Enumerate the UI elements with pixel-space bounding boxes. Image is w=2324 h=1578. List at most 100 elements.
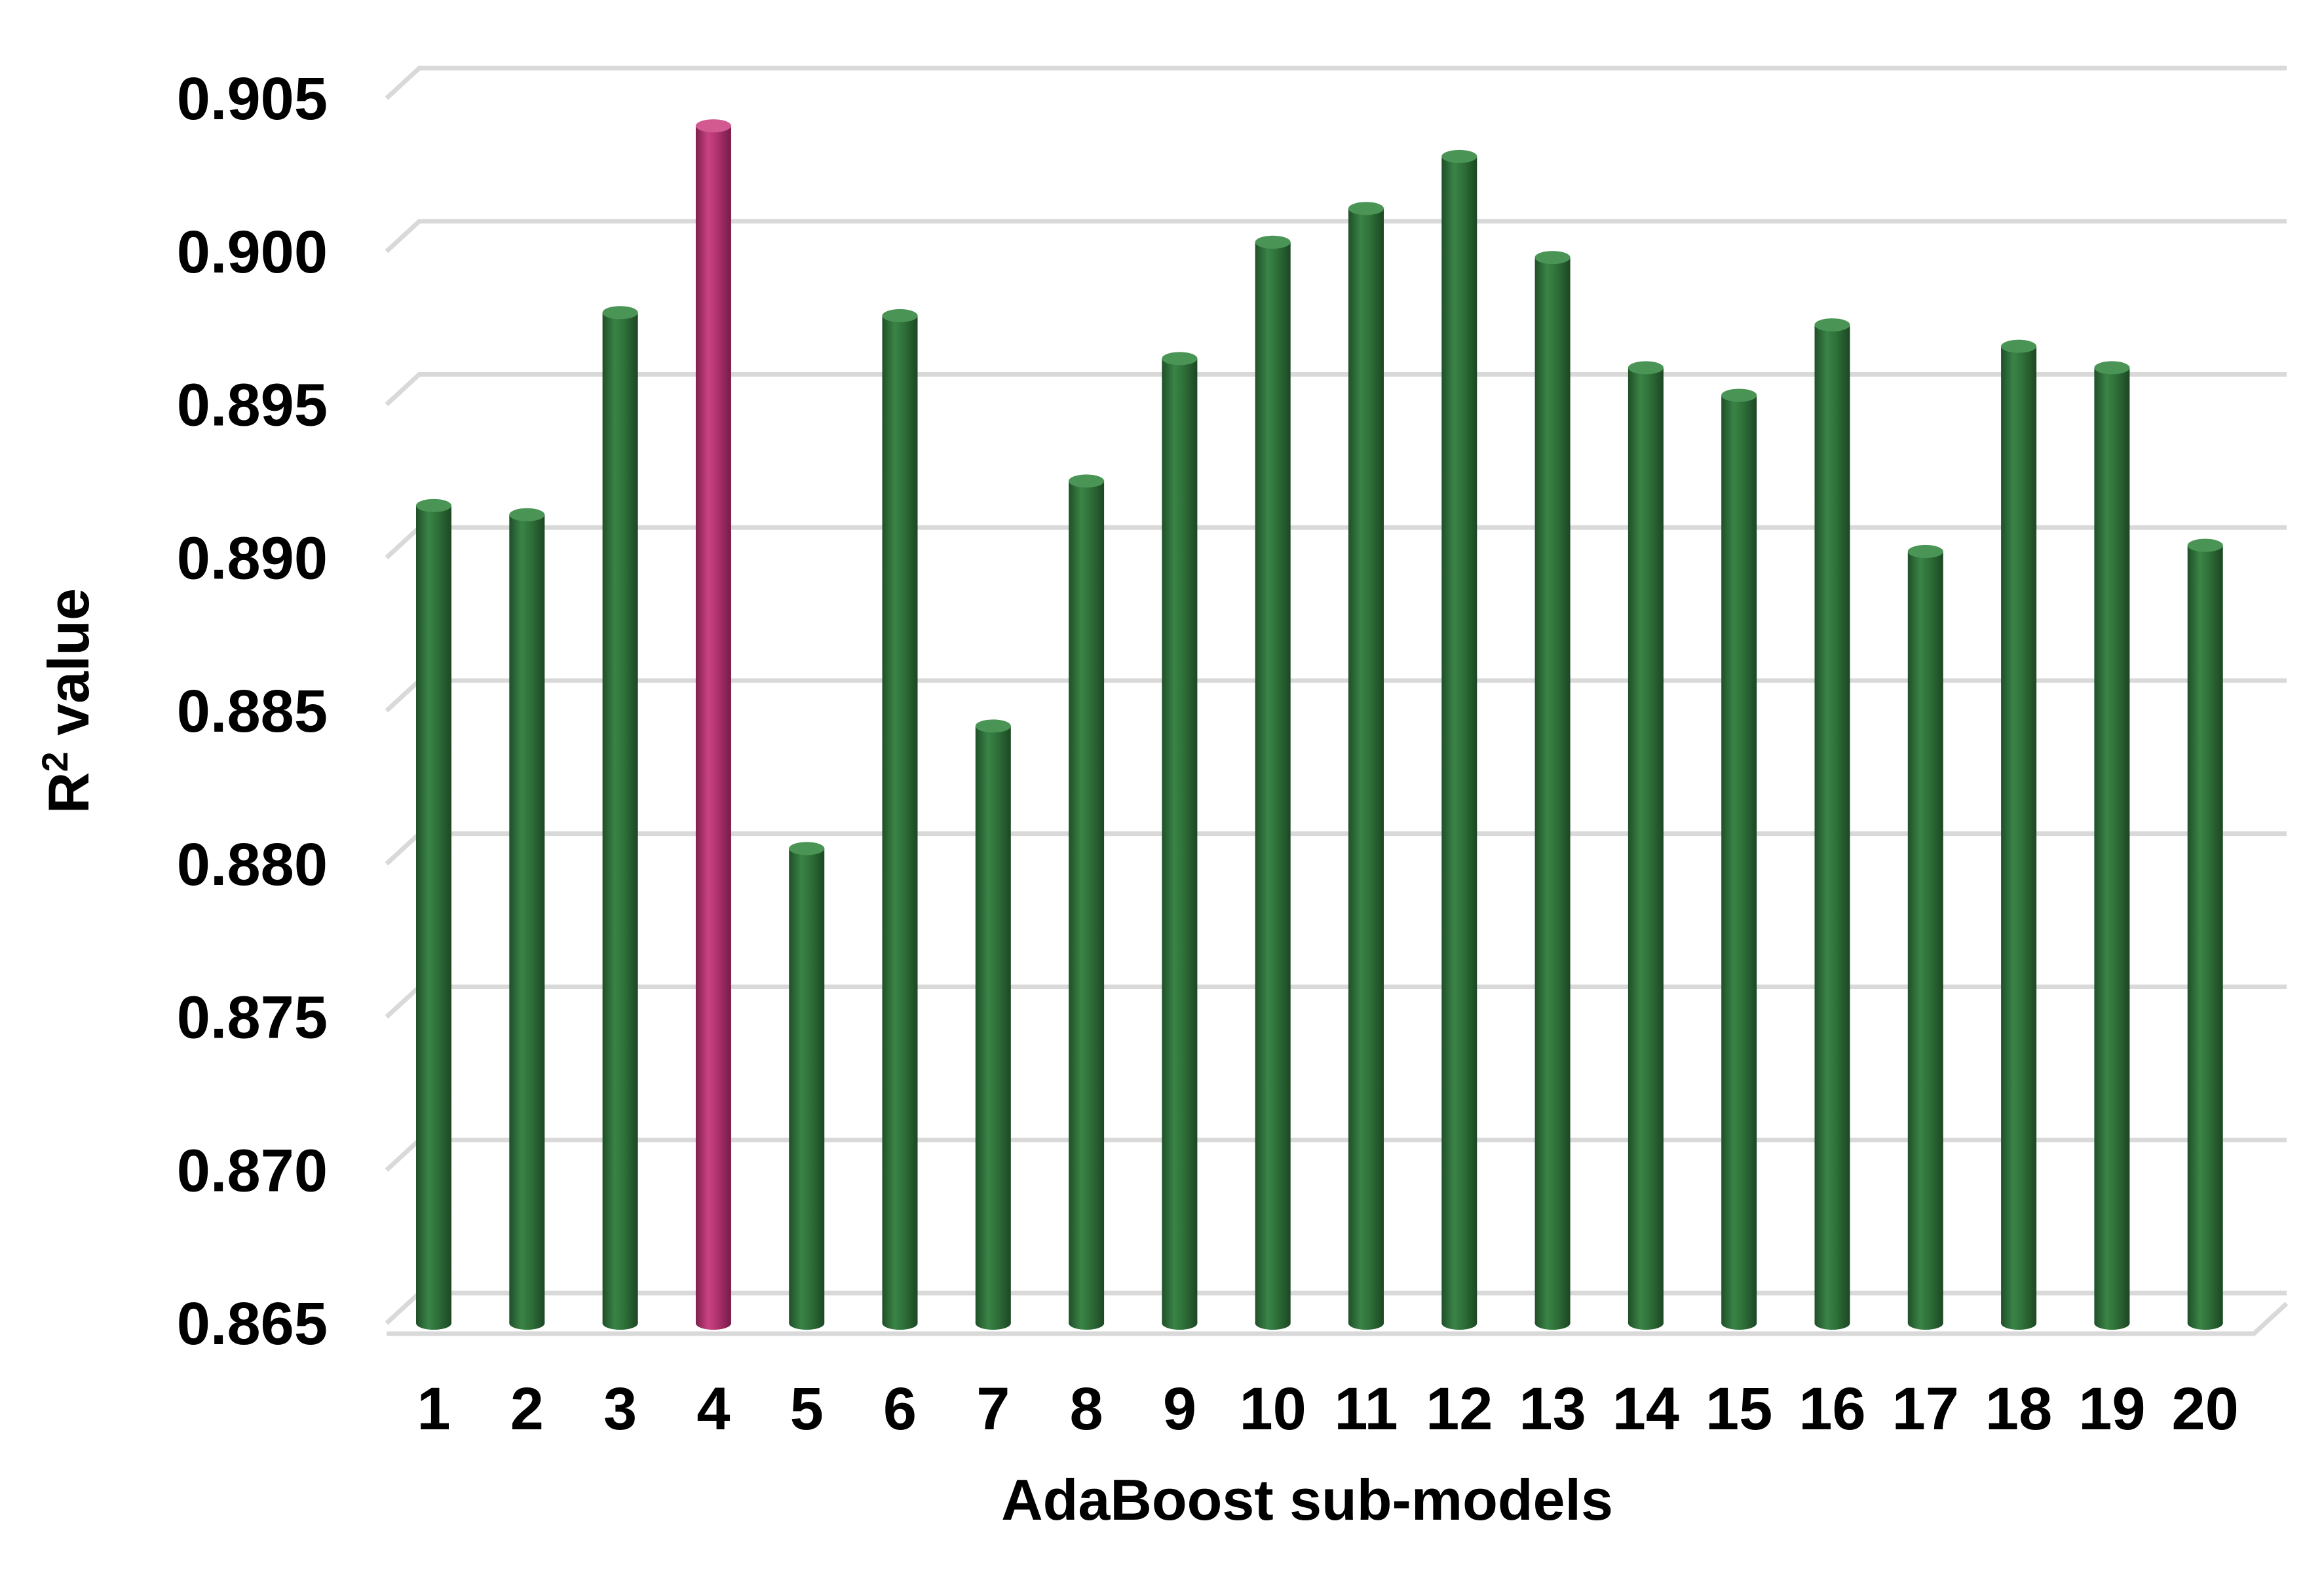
x-tick-label: 4 — [696, 1376, 730, 1442]
bar-13 — [1534, 251, 1571, 1330]
bar-body — [1255, 242, 1291, 1324]
bar-14 — [1628, 361, 1664, 1330]
bar-cap — [695, 119, 731, 133]
bar-cap — [1814, 318, 1850, 331]
y-tick-label: 0.875 — [177, 985, 328, 1051]
bar-cap — [2094, 361, 2130, 375]
y-tick-label: 0.890 — [177, 525, 328, 592]
bar-cap — [975, 719, 1011, 733]
bar-body — [2001, 346, 2037, 1323]
bar-17 — [1907, 544, 1943, 1330]
bar-body — [1628, 367, 1664, 1323]
bar-cap — [416, 498, 451, 512]
bar-15 — [1721, 388, 1757, 1330]
bar-cap — [1255, 235, 1291, 249]
bar-4 — [695, 119, 731, 1330]
bar-body — [1721, 395, 1757, 1323]
bar-cap — [882, 309, 918, 322]
bar-body — [1534, 257, 1571, 1324]
floor-line — [387, 1302, 2289, 1336]
x-tick-label: 19 — [2078, 1376, 2145, 1442]
bar-body — [1814, 324, 1850, 1324]
bar-19 — [2094, 361, 2130, 1330]
gridline — [385, 66, 2287, 100]
bar-cap — [1348, 202, 1384, 216]
x-tick-label: 14 — [1612, 1376, 1679, 1442]
y-axis-label-rest: value — [36, 588, 101, 751]
bar-cap — [789, 842, 825, 855]
x-tick-label: 17 — [1892, 1376, 1959, 1442]
x-tick-label: 8 — [1070, 1376, 1103, 1442]
bar-body — [1907, 551, 1943, 1323]
bar-cap — [1628, 361, 1664, 375]
x-tick-label: 2 — [510, 1376, 544, 1442]
y-tick-label: 0.865 — [177, 1290, 328, 1357]
bar-12 — [1441, 149, 1477, 1330]
x-tick-label: 15 — [1705, 1376, 1772, 1442]
bar-body — [695, 126, 731, 1324]
bar-2 — [509, 508, 545, 1330]
x-tick-label: 13 — [1519, 1376, 1586, 1442]
bar-8 — [1069, 474, 1105, 1330]
x-tick-label: 16 — [1799, 1376, 1865, 1442]
bar-body — [602, 312, 638, 1323]
x-tick-label: 20 — [2172, 1376, 2239, 1442]
bar-cap — [1441, 149, 1477, 163]
x-tick-label: 12 — [1426, 1376, 1493, 1442]
x-tick-label: 5 — [790, 1376, 824, 1442]
x-axis-label: AdaBoost sub-models — [1001, 1467, 1613, 1532]
y-tick-label: 0.885 — [177, 678, 328, 745]
y-tick-label: 0.900 — [177, 219, 328, 286]
x-tick-label: 10 — [1240, 1376, 1306, 1442]
gridline — [385, 219, 2287, 254]
bar-cap — [1907, 544, 1943, 558]
x-tick-label: 7 — [976, 1376, 1010, 1442]
bar-body — [2094, 367, 2130, 1323]
x-axis-ticks: 1 2 3 4 5 6 7 8 9 10 11 12 13 14 15 16 17 18 19 20 — [417, 1376, 2238, 1442]
bar-body — [975, 726, 1011, 1323]
bar-5 — [789, 842, 825, 1330]
y-tick-label: 0.870 — [177, 1137, 328, 1204]
bar-body — [882, 315, 918, 1323]
bar-body — [789, 848, 825, 1323]
bar-cap — [1721, 388, 1757, 402]
bar-body — [509, 514, 545, 1323]
x-tick-label: 1 — [417, 1376, 450, 1442]
x-tick-label: 6 — [883, 1376, 917, 1442]
bar-cap — [2001, 339, 2037, 353]
bar-body — [2187, 545, 2223, 1323]
bar-20 — [2187, 538, 2223, 1330]
bar-10 — [1255, 235, 1291, 1330]
gridline — [385, 372, 2287, 407]
bar-16 — [1814, 318, 1850, 1330]
y-axis-label-superscript: 2 — [34, 751, 75, 772]
x-tick-label: 9 — [1163, 1376, 1196, 1442]
bars — [416, 119, 2223, 1330]
x-tick-label: 11 — [1334, 1376, 1398, 1442]
bar-11 — [1348, 202, 1384, 1330]
y-axis-ticks: 0.865 0.870 0.875 0.880 0.885 0.890 0.895 0.900… — [177, 66, 328, 1357]
bar-18 — [2001, 339, 2037, 1330]
bar-cap — [509, 508, 545, 521]
y-tick-label: 0.905 — [177, 66, 328, 132]
bar-7 — [975, 719, 1011, 1330]
y-axis-label-main: R — [36, 772, 101, 814]
x-tick-label: 18 — [1985, 1376, 2052, 1442]
bar-1 — [416, 498, 451, 1330]
bar-body — [1162, 358, 1198, 1323]
bar-3 — [602, 306, 638, 1330]
bar-cap — [2187, 538, 2223, 552]
y-tick-label: 0.880 — [177, 831, 328, 898]
bar-body — [1069, 481, 1105, 1323]
bar-cap — [1162, 352, 1198, 366]
y-axis-label: R2 value — [34, 588, 101, 814]
bar-cap — [1069, 474, 1105, 488]
bar-9 — [1162, 352, 1198, 1330]
y-tick-label: 0.895 — [177, 372, 328, 439]
bar-cap — [602, 306, 638, 320]
bar-cap — [1534, 251, 1571, 265]
bar-6 — [882, 309, 918, 1330]
bar-body — [416, 505, 451, 1323]
bar-body — [1441, 156, 1477, 1324]
x-tick-label: 3 — [603, 1376, 637, 1442]
